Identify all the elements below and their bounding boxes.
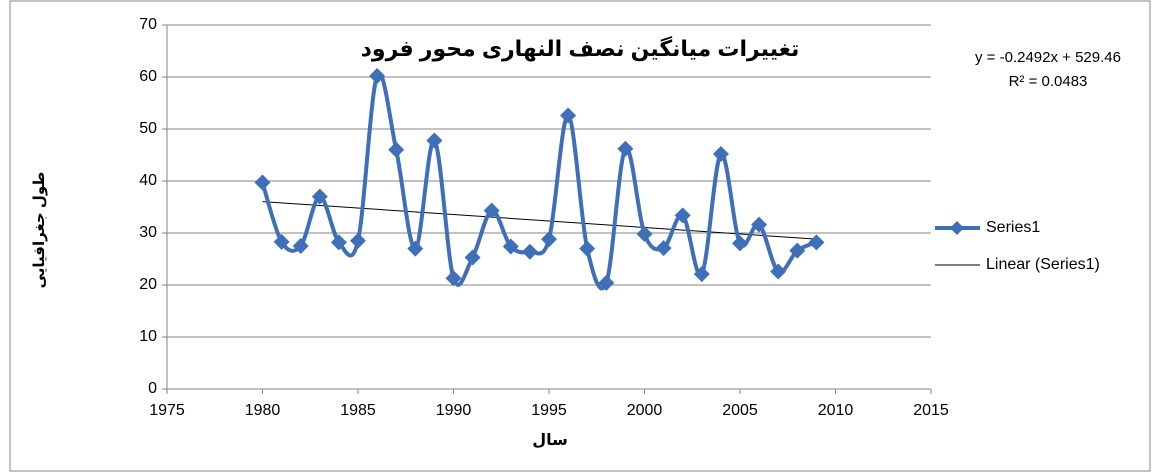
marker — [502, 238, 519, 255]
marker — [598, 274, 615, 291]
y-tick-label: 0 — [148, 380, 157, 397]
marker — [292, 238, 309, 254]
y-tick-label: 40 — [139, 172, 157, 189]
marker — [770, 263, 787, 280]
x-tick-label: 1995 — [531, 402, 567, 419]
marker — [808, 234, 825, 251]
marker — [560, 107, 577, 124]
y-tick-label: 50 — [139, 120, 157, 137]
marker — [541, 231, 557, 248]
legend-marker — [950, 221, 964, 235]
marker — [426, 132, 443, 149]
y-tick-label: 60 — [139, 68, 157, 85]
marker — [350, 232, 366, 249]
y-tick-label: 70 — [139, 16, 157, 33]
x-tick-label: 1985 — [340, 402, 376, 419]
trend-r2: R² = 0.0483 — [1009, 73, 1088, 90]
legend-label: Series1 — [986, 219, 1040, 236]
marker — [330, 234, 347, 251]
x-tick-label: 2000 — [627, 402, 663, 419]
marker — [789, 242, 806, 259]
x-axis-label: سال — [532, 432, 568, 449]
marker — [483, 202, 500, 219]
chart-frame — [9, 0, 1151, 472]
y-tick-label: 30 — [139, 224, 157, 241]
marker — [311, 188, 328, 205]
x-tick-label: 1980 — [245, 402, 281, 419]
marker — [273, 233, 290, 250]
marker — [674, 207, 691, 224]
marker — [579, 240, 596, 257]
marker — [712, 145, 729, 162]
chart-title: تغییرات میانگین نصف النهاری محور فرود — [361, 35, 800, 62]
trend-equation: y = -0.2492x + 529.46 — [975, 49, 1121, 66]
x-tick-label: 1990 — [436, 402, 472, 419]
legend-trend-label: Linear (Series1) — [986, 256, 1100, 273]
marker — [407, 240, 424, 257]
marker — [655, 240, 672, 257]
y-tick-label: 20 — [139, 276, 157, 293]
marker — [464, 249, 481, 266]
marker — [369, 67, 386, 84]
y-tick-label: 10 — [139, 328, 157, 345]
marker — [732, 235, 748, 252]
marker — [445, 270, 462, 287]
x-tick-label: 1975 — [149, 402, 185, 419]
marker — [751, 216, 768, 233]
y-axis-label: طول جغرافیایی — [31, 172, 48, 289]
marker — [388, 141, 405, 158]
marker — [636, 226, 653, 243]
x-tick-label: 2010 — [818, 402, 854, 419]
x-tick-label: 2005 — [722, 402, 758, 419]
x-tick-label: 2015 — [913, 402, 949, 419]
marker — [254, 174, 271, 191]
trendline — [262, 201, 817, 240]
marker — [521, 243, 538, 260]
marker — [617, 140, 634, 157]
series-line — [260, 71, 818, 291]
marker — [693, 266, 710, 283]
